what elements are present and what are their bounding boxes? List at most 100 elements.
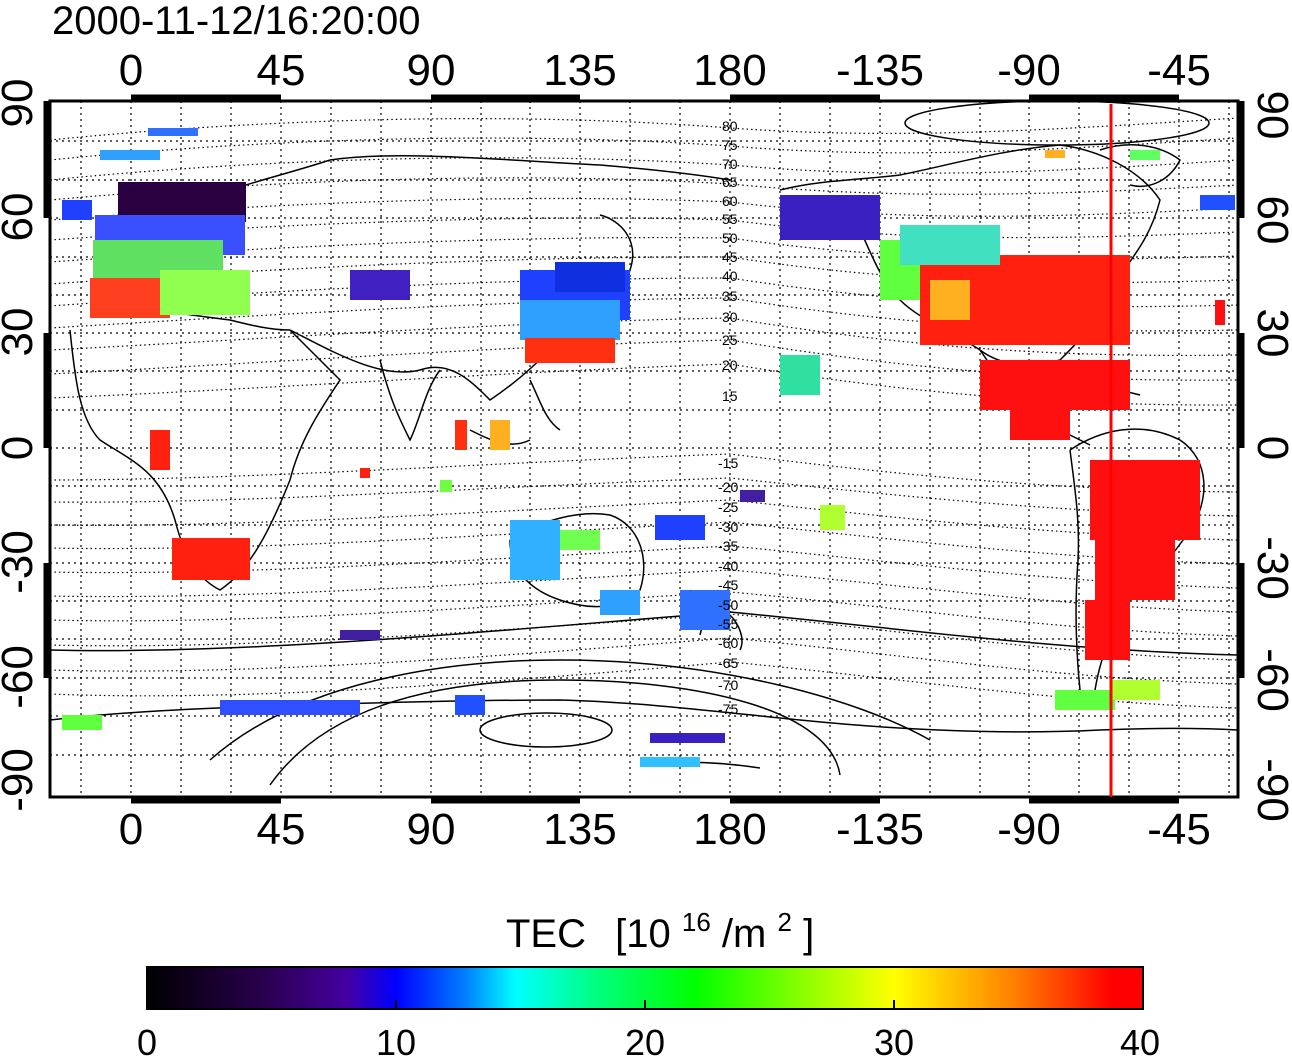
tec-patch	[1045, 150, 1065, 158]
lon-top-label: 0	[119, 46, 143, 95]
lon-bottom-label: 180	[693, 805, 766, 854]
mlat-label: 65	[722, 174, 738, 190]
mlat-label: -65	[718, 655, 738, 671]
colorbar-label: 20	[625, 1022, 665, 1057]
lat-right-labels: 90 60 30 0 -30 -60 -90	[1248, 91, 1292, 822]
lat-left-label: -30	[0, 530, 42, 594]
tec-patch	[655, 515, 705, 540]
colorbar-ticks	[395, 1000, 895, 1009]
tec-patch	[510, 520, 560, 580]
lon-bottom-label: 90	[407, 805, 456, 854]
tec-patch	[560, 530, 600, 550]
lon-top-label: 135	[543, 46, 616, 95]
mlat-label: -50	[718, 597, 738, 613]
lat-right-label: 30	[1248, 309, 1292, 358]
lat-right-label: -30	[1248, 536, 1292, 600]
mlat-label: 60	[722, 193, 738, 209]
lon-top-label: -135	[836, 46, 924, 95]
mlat-label: 40	[722, 268, 738, 284]
lat-left-label: 30	[0, 308, 42, 357]
mlat-label: 55	[722, 211, 738, 227]
tec-patch	[1010, 400, 1070, 440]
tec-patch	[1200, 195, 1235, 210]
tec-patch	[340, 630, 380, 640]
lat-left-label: 90	[0, 79, 42, 128]
tec-patch	[172, 538, 250, 580]
colorbar-label: 30	[874, 1022, 914, 1057]
mlat-label: 15	[722, 388, 738, 404]
mlat-label: 70	[722, 156, 738, 172]
mlat-labels-north: 80 75 70 65 60 55 50 45 40 35 30 25 20 1…	[722, 118, 738, 404]
mlat-label: 80	[722, 118, 738, 134]
tec-patch	[1085, 600, 1130, 660]
tec-patch	[900, 225, 1000, 265]
lat-left-labels: 90 60 30 0 -30 -60 -90	[0, 79, 42, 812]
tec-patch	[360, 468, 370, 478]
mlat-label: 25	[722, 332, 738, 348]
tec-patch	[455, 695, 485, 715]
lon-top-labels: 0 45 90 135 180 -135 -90 -45	[119, 46, 1211, 95]
tec-data	[62, 128, 1235, 767]
lon-bottom-label: 45	[257, 805, 306, 854]
colorbar-title-main: TEC	[506, 912, 586, 956]
mlat-label: -15	[718, 455, 738, 471]
lon-bottom-label: -90	[997, 805, 1061, 854]
tec-patch	[650, 733, 725, 743]
tec-patch	[1095, 530, 1175, 600]
mlat-label: 75	[722, 137, 738, 153]
mlat-label: 35	[722, 288, 738, 304]
lon-top-label: 180	[693, 46, 766, 95]
tec-patch	[62, 200, 92, 220]
mlat-label: -30	[718, 519, 738, 535]
tec-patch	[90, 278, 170, 318]
lat-left-label: 0	[0, 436, 42, 460]
lat-right-label: -90	[1248, 758, 1292, 822]
lat-left-label: -90	[0, 748, 42, 812]
tec-patch	[930, 280, 970, 320]
lon-top-label: 90	[407, 46, 456, 95]
lat-right-label: -60	[1248, 648, 1292, 712]
lat-right-label: 90	[1248, 91, 1292, 140]
mlat-label: -55	[718, 616, 738, 632]
lat-right-label: 0	[1248, 436, 1292, 460]
colorbar-unit-exp2: 2	[777, 907, 791, 937]
lat-left-label: -60	[0, 645, 42, 709]
tec-patch	[680, 590, 730, 630]
tec-patch	[1110, 680, 1160, 700]
tec-patch	[455, 420, 467, 450]
tec-patch	[600, 590, 640, 615]
mlat-label: -40	[718, 558, 738, 574]
tec-patch	[555, 262, 625, 292]
colorbar-label: 40	[1120, 1022, 1160, 1057]
colorbar-unit-suffix: ]	[803, 912, 814, 956]
lon-bottom-labels: 0 45 90 135 180 -135 -90 -45	[119, 805, 1211, 854]
colorbar-unit-exp: 16	[682, 907, 711, 937]
lon-bottom-label: 0	[119, 805, 143, 854]
colorbar-label: 0	[137, 1022, 157, 1057]
lon-bottom-label: -45	[1147, 805, 1211, 854]
colorbar-title: TEC [10 16 /m 2 ]	[506, 896, 814, 956]
tec-patch	[62, 715, 102, 730]
colorbar-label: 10	[376, 1022, 416, 1057]
mlat-label: 45	[722, 249, 738, 265]
tec-patch	[440, 480, 452, 492]
tec-patch	[820, 505, 845, 530]
tec-patch	[100, 150, 160, 160]
colorbar-labels: 0 10 20 30 40	[137, 1022, 1160, 1057]
tec-patch	[1090, 460, 1200, 540]
colorbar-unit-prefix: [10	[615, 912, 671, 956]
mlat-label: -25	[718, 499, 738, 515]
tec-patch	[490, 420, 510, 450]
mlat-label: -70	[718, 677, 738, 693]
tec-patch	[525, 338, 615, 363]
lon-bottom-label: -135	[836, 805, 924, 854]
mlat-label: 50	[722, 230, 738, 246]
tec-patch	[220, 700, 360, 715]
tec-patch	[1130, 150, 1160, 160]
tec-patch	[740, 490, 765, 502]
tec-patch	[1215, 300, 1225, 325]
lat-left-label: 60	[0, 193, 42, 242]
tec-patch	[520, 300, 620, 340]
tec-patch	[160, 270, 250, 315]
